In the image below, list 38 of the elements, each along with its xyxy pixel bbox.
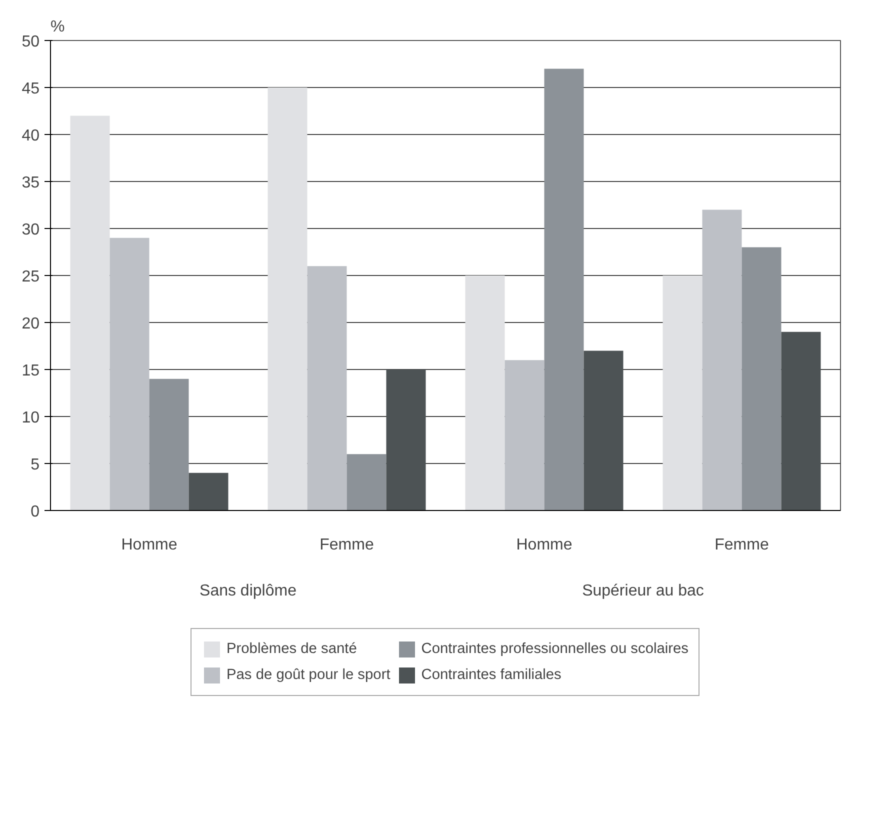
y-tick-label: 30 [22, 222, 40, 238]
bar [268, 88, 308, 510]
bar [662, 276, 702, 510]
bar [742, 247, 782, 510]
text: Sans diplôme [200, 582, 297, 600]
bar [504, 360, 544, 510]
y-tick-label: 45 [22, 80, 40, 98]
y-tick-label: 5 [30, 456, 40, 474]
bar [346, 454, 386, 510]
bar [110, 238, 150, 510]
legend-label: Contraintes familiales [421, 667, 562, 683]
y-tick-label: 20 [22, 316, 40, 332]
legend-label: Pas de goût pour le sport [226, 667, 390, 683]
y-tick-label: 40 [22, 128, 40, 144]
x-tick-label: Femme [714, 536, 769, 554]
bar [781, 332, 821, 510]
y-tick-label: 50 [22, 34, 40, 50]
x-tick-label: Femme [320, 536, 374, 554]
text: Supérieur au bac [582, 582, 704, 600]
bar [465, 276, 505, 510]
y-tick-label: 15 [22, 362, 40, 380]
y-tick-label: 10 [22, 410, 40, 426]
y-tick-label: 35 [22, 174, 40, 192]
legend-label: Problèmes de santé [226, 641, 357, 657]
bar [544, 68, 584, 510]
y-tick-label: 0 [30, 504, 40, 520]
legend-label: Contraintes professionnelles ou scolaires [421, 641, 688, 657]
y-axis-title: % [50, 18, 65, 36]
bar [149, 378, 189, 510]
bar [307, 266, 347, 510]
bar [702, 210, 742, 510]
bar [70, 116, 110, 510]
bar [584, 350, 624, 510]
y-tick-label: 25 [22, 268, 40, 286]
x-tick-label: Homme [121, 536, 178, 554]
bar [386, 370, 426, 510]
bar [188, 472, 228, 510]
x-tick-label: Homme [516, 536, 572, 554]
